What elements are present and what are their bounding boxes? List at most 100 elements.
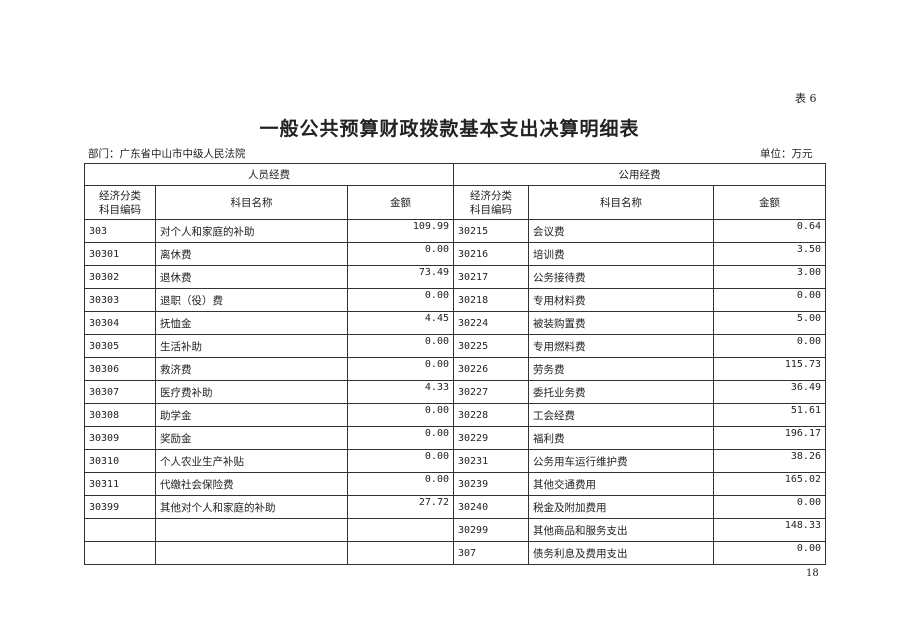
personnel-amount-cell: 0.00 [347,357,454,381]
group-header-row: 人员经费 公用经费 [84,163,826,186]
public-code-cell: 30216 [453,242,529,266]
table-row: 30311 代缴社会保险费 0.00 30239 其他交通费用 165.02 [84,472,826,496]
table-row: 30308 助学金 0.00 30228 工会经费 51.61 [84,403,826,427]
table-label: 表 6 [795,92,817,105]
public-code-cell: 30215 [453,219,529,243]
public-name-cell: 公务用车运行维护费 [528,449,714,473]
table-row: 30310 个人农业生产补贴 0.00 30231 公务用车运行维护费 38.26 [84,449,826,473]
table-row: 30307 医疗费补助 4.33 30227 委托业务费 36.49 [84,380,826,404]
personnel-name-cell: 退休费 [155,265,348,289]
public-name-cell: 委托业务费 [528,380,714,404]
public-amount-cell: 38.26 [713,449,826,473]
public-name-cell: 福利费 [528,426,714,450]
table-row: 30302 退休费 73.49 30217 公务接待费 3.00 [84,265,826,289]
personnel-amount-cell: 4.33 [347,380,454,404]
public-name-cell: 专用材料费 [528,288,714,312]
public-name-cell: 公务接待费 [528,265,714,289]
personnel-code-cell: 30308 [84,403,156,427]
personnel-amount-cell: 73.49 [347,265,454,289]
public-amount-cell: 196.17 [713,426,826,450]
code-header: 经济分类 科目编码 [84,185,156,220]
public-name-cell: 其他商品和服务支出 [528,518,714,542]
public-amount-cell: 148.33 [713,518,826,542]
table-row: 30309 奖励金 0.00 30229 福利费 196.17 [84,426,826,450]
personnel-amount-cell [347,518,454,542]
amount-header: 金额 [713,185,826,220]
table-row: 30399 其他对个人和家庭的补助 27.72 30240 税金及附加费用 0.00 [84,495,826,519]
personnel-name-cell: 救济费 [155,357,348,381]
personnel-amount-cell: 0.00 [347,472,454,496]
public-code-cell: 30299 [453,518,529,542]
personnel-name-cell: 生活补助 [155,334,348,358]
personnel-code-cell: 30305 [84,334,156,358]
personnel-code-cell: 30301 [84,242,156,266]
public-amount-cell: 0.00 [713,288,826,312]
table-row: 307 债务利息及费用支出 0.00 [84,541,826,565]
personnel-code-cell: 30302 [84,265,156,289]
table-row: 30304 抚恤金 4.45 30224 被装购置费 5.00 [84,311,826,335]
personnel-name-cell: 奖励金 [155,426,348,450]
public-code-cell: 30231 [453,449,529,473]
public-amount-cell: 0.64 [713,219,826,243]
public-code-cell: 30240 [453,495,529,519]
personnel-amount-cell: 4.45 [347,311,454,335]
public-amount-cell: 5.00 [713,311,826,335]
personnel-header: 人员经费 [84,163,454,186]
personnel-name-cell: 个人农业生产补贴 [155,449,348,473]
code-header-line1: 经济分类 [99,189,141,202]
public-header: 公用经费 [453,163,826,186]
public-code-cell: 307 [453,541,529,565]
personnel-amount-cell: 0.00 [347,403,454,427]
public-amount-cell: 0.00 [713,334,826,358]
personnel-name-cell [155,518,348,542]
expenditure-table: 人员经费 公用经费 经济分类 科目编码 科目名称 金额 经济分类 科目编码 科目名称… [84,163,826,565]
personnel-name-cell: 助学金 [155,403,348,427]
personnel-code-cell: 30309 [84,426,156,450]
personnel-name-cell: 抚恤金 [155,311,348,335]
public-code-cell: 30225 [453,334,529,358]
personnel-code-cell: 30307 [84,380,156,404]
personnel-name-cell: 离休费 [155,242,348,266]
public-amount-cell: 3.50 [713,242,826,266]
personnel-amount-cell: 0.00 [347,288,454,312]
public-amount-cell: 115.73 [713,357,826,381]
public-name-cell: 其他交通费用 [528,472,714,496]
public-amount-cell: 0.00 [713,495,826,519]
personnel-name-cell: 退职（役）费 [155,288,348,312]
public-code-cell: 30217 [453,265,529,289]
personnel-amount-cell: 109.99 [347,219,454,243]
table-row: 30299 其他商品和服务支出 148.33 [84,518,826,542]
personnel-code-cell: 30310 [84,449,156,473]
public-name-cell: 债务利息及费用支出 [528,541,714,565]
public-code-cell: 30226 [453,357,529,381]
public-code-cell: 30218 [453,288,529,312]
personnel-code-cell: 30303 [84,288,156,312]
public-code-cell: 30229 [453,426,529,450]
public-name-cell: 被装购置费 [528,311,714,335]
public-name-cell: 培训费 [528,242,714,266]
personnel-name-cell: 代缴社会保险费 [155,472,348,496]
personnel-code-cell: 30306 [84,357,156,381]
public-code-cell: 30224 [453,311,529,335]
personnel-code-cell: 30304 [84,311,156,335]
personnel-name-cell: 医疗费补助 [155,380,348,404]
department-label: 部门：广东省中山市中级人民法院 [88,148,246,160]
public-amount-cell: 51.61 [713,403,826,427]
public-name-cell: 专用燃料费 [528,334,714,358]
public-amount-cell: 165.02 [713,472,826,496]
personnel-code-cell: 30399 [84,495,156,519]
personnel-amount-cell: 0.00 [347,242,454,266]
personnel-amount-cell: 0.00 [347,449,454,473]
public-name-cell: 劳务费 [528,357,714,381]
table-row: 30305 生活补助 0.00 30225 专用燃料费 0.00 [84,334,826,358]
public-amount-cell: 3.00 [713,265,826,289]
personnel-amount-cell: 0.00 [347,426,454,450]
code-header: 经济分类 科目编码 [453,185,529,220]
personnel-amount-cell: 27.72 [347,495,454,519]
code-header-line1: 经济分类 [470,189,512,202]
table-row: 30303 退职（役）费 0.00 30218 专用材料费 0.00 [84,288,826,312]
public-amount-cell: 36.49 [713,380,826,404]
public-amount-cell: 0.00 [713,541,826,565]
public-code-cell: 30227 [453,380,529,404]
personnel-name-cell: 对个人和家庭的补助 [155,219,348,243]
